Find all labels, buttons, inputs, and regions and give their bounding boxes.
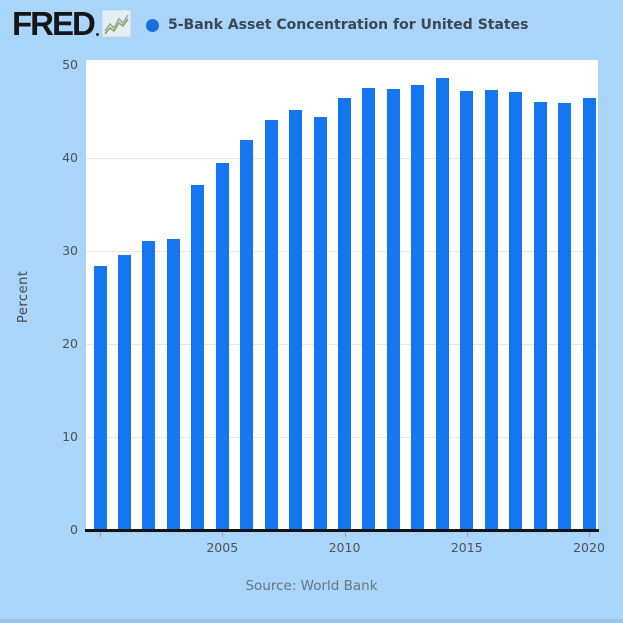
y-tick-label-0: 0 xyxy=(70,522,78,537)
bar-2001[interactable] xyxy=(117,254,131,530)
series-title[interactable]: 5-Bank Asset Concentration for United St… xyxy=(168,17,529,33)
x-tick-mark-2020 xyxy=(589,532,590,537)
y-tick-label-30: 30 xyxy=(62,243,78,258)
x-tick-mark-2005 xyxy=(222,532,224,537)
x-tick-label-2015: 2015 xyxy=(450,540,483,555)
y-tick-label-50: 50 xyxy=(62,57,78,72)
bar-2002[interactable] xyxy=(142,240,156,530)
y-tick-label-40: 40 xyxy=(62,150,78,165)
bar-2003[interactable] xyxy=(166,238,180,530)
bar-2019[interactable] xyxy=(558,103,572,530)
bar-2017[interactable] xyxy=(509,91,523,530)
bar-2008[interactable] xyxy=(289,109,303,530)
bar-2013[interactable] xyxy=(411,85,425,530)
bar-2009[interactable] xyxy=(313,117,327,530)
x-tick-label-2020: 2020 xyxy=(573,540,605,555)
source-label: Source: World Bank xyxy=(245,578,378,594)
registered-trademark-icon xyxy=(95,33,99,36)
x-tick-label-2005: 2005 xyxy=(206,540,239,555)
y-tick-label-10: 10 xyxy=(62,429,78,444)
bar-2005[interactable] xyxy=(215,162,229,530)
bar-2014[interactable] xyxy=(435,78,449,530)
fred-logo[interactable]: FRED xyxy=(12,6,131,40)
bar-2007[interactable] xyxy=(264,119,278,530)
fred-logo-text: FRED xyxy=(12,4,96,42)
bar-2018[interactable] xyxy=(533,102,547,530)
bar-2012[interactable] xyxy=(386,89,400,530)
bar-2004[interactable] xyxy=(191,184,205,530)
y-axis-title: Percent xyxy=(16,270,31,324)
x-axis-line xyxy=(85,529,599,532)
bar-2015[interactable] xyxy=(460,91,474,530)
x-tick-mark-2015 xyxy=(466,532,468,537)
plot-area xyxy=(86,60,598,530)
bar-2010[interactable] xyxy=(338,98,351,530)
bar-2000[interactable] xyxy=(93,265,107,530)
bar-2020[interactable] xyxy=(582,98,596,530)
y-tick-label-20: 20 xyxy=(62,336,78,351)
series-legend-dot xyxy=(146,19,159,32)
bottom-edge-strip xyxy=(0,619,623,623)
x-tick-mark-2000 xyxy=(100,532,101,537)
bar-2011[interactable] xyxy=(362,88,376,530)
fred-sparkline-icon xyxy=(101,9,131,37)
x-tick-label-2010: 2010 xyxy=(328,540,361,555)
bar-2006[interactable] xyxy=(240,140,254,530)
bar-2016[interactable] xyxy=(484,90,498,530)
x-tick-mark-2010 xyxy=(344,532,346,537)
